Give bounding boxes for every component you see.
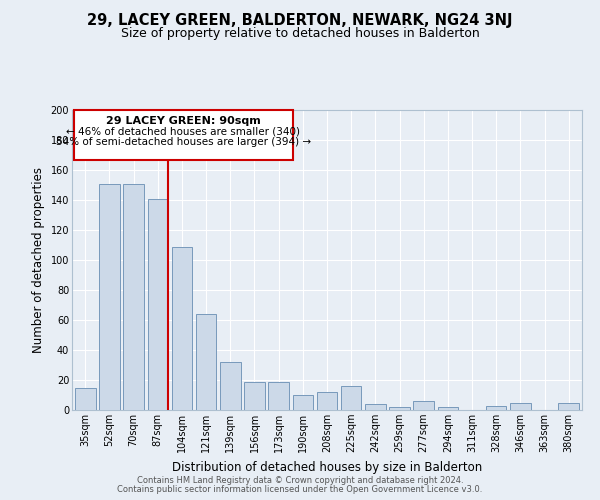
Bar — [510, 402, 530, 410]
FancyBboxPatch shape — [74, 110, 293, 160]
Bar — [124, 184, 144, 410]
X-axis label: Distribution of detached houses by size in Balderton: Distribution of detached houses by size … — [172, 460, 482, 473]
Bar — [559, 402, 579, 410]
Bar — [244, 382, 265, 410]
Bar — [293, 395, 313, 410]
Bar — [365, 404, 386, 410]
Bar — [486, 406, 506, 410]
Text: 29 LACEY GREEN: 90sqm: 29 LACEY GREEN: 90sqm — [106, 116, 261, 126]
Text: 29, LACEY GREEN, BALDERTON, NEWARK, NG24 3NJ: 29, LACEY GREEN, BALDERTON, NEWARK, NG24… — [87, 12, 513, 28]
Text: Contains public sector information licensed under the Open Government Licence v3: Contains public sector information licen… — [118, 485, 482, 494]
Bar — [413, 401, 434, 410]
Text: 54% of semi-detached houses are larger (394) →: 54% of semi-detached houses are larger (… — [56, 137, 311, 147]
Bar — [75, 388, 95, 410]
Bar — [196, 314, 217, 410]
Y-axis label: Number of detached properties: Number of detached properties — [32, 167, 45, 353]
Bar — [172, 246, 192, 410]
Text: ← 46% of detached houses are smaller (340): ← 46% of detached houses are smaller (34… — [67, 126, 301, 136]
Bar — [99, 184, 120, 410]
Bar — [268, 382, 289, 410]
Bar — [437, 407, 458, 410]
Text: Size of property relative to detached houses in Balderton: Size of property relative to detached ho… — [121, 28, 479, 40]
Bar — [148, 198, 168, 410]
Text: Contains HM Land Registry data © Crown copyright and database right 2024.: Contains HM Land Registry data © Crown c… — [137, 476, 463, 485]
Bar — [317, 392, 337, 410]
Bar — [220, 362, 241, 410]
Bar — [341, 386, 361, 410]
Bar — [389, 407, 410, 410]
